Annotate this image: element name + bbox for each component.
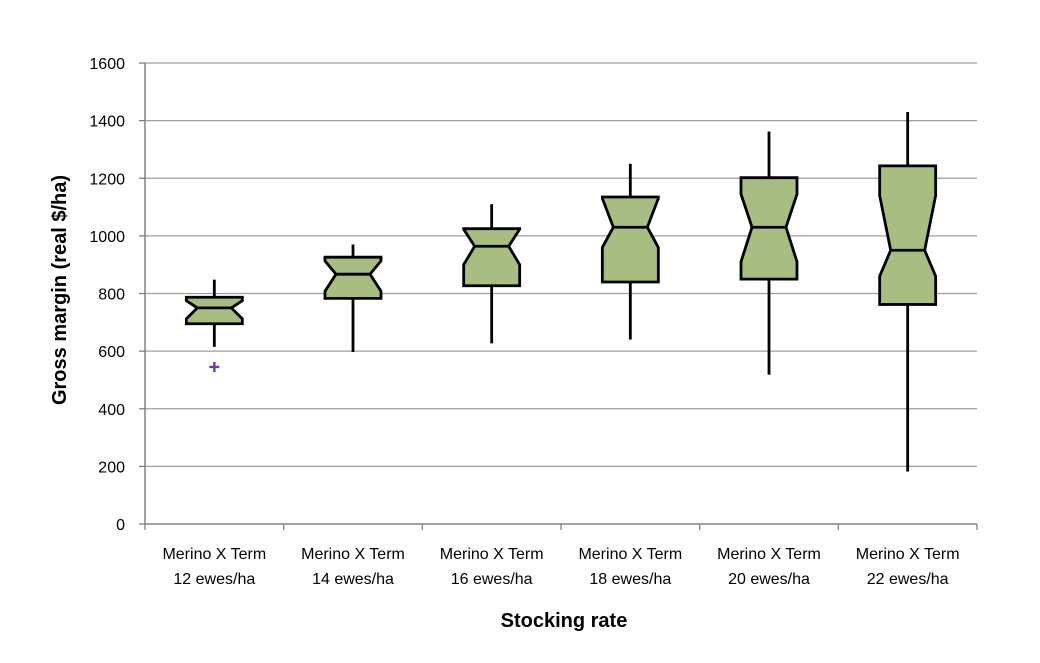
x-category-label: Merino X Term [162,546,266,563]
notched-box [184,295,244,326]
box-group [184,279,244,372]
y-tick-label: 800 [98,287,125,304]
x-category-label: 20 ewes/ha [728,571,810,588]
outlier-marker [209,361,220,372]
x-category-label: Merino X Term [578,546,682,563]
notched-box [323,255,383,300]
y-tick-label: 1400 [89,114,125,131]
box-group [323,244,383,352]
box-group [600,163,660,340]
y-tick-label: 1600 [89,56,125,73]
y-tick-label: 400 [98,402,125,419]
box-group [462,204,522,344]
x-category-label: 12 ewes/ha [173,571,255,588]
x-category-label: Merino X Term [440,546,544,563]
box-group [878,111,938,472]
x-category-label: 16 ewes/ha [451,571,533,588]
x-category-label: 14 ewes/ha [312,571,394,588]
x-category-label: Merino X Term [301,546,405,563]
x-category-label: 22 ewes/ha [867,571,949,588]
y-tick-label: 1200 [89,171,125,188]
gridlines [139,62,977,525]
axes [144,63,978,530]
y-tick-label: 600 [98,344,125,361]
y-tick-label: 200 [98,459,125,476]
notched-box [878,164,938,306]
notched-box [600,195,660,284]
x-category-label: Merino X Term [717,546,821,563]
y-tick-label: 1000 [89,229,125,246]
x-category-label: Merino X Term [856,546,960,563]
notched-box [462,227,522,288]
x-axis-title: Stocking rate [501,610,628,632]
box-group [739,131,799,375]
y-axis-title: Gross margin (real $/ha) [49,175,71,405]
boxes [184,111,938,472]
y-axis-tick-labels: 0 200 400 600 800 1000 1200 1400 1600 [89,56,125,534]
y-tick-label: 0 [116,517,125,534]
x-category-label: 18 ewes/ha [589,571,671,588]
x-axis-category-labels: Merino X Term 12 ewes/ha Merino X Term 14 e… [162,546,959,588]
